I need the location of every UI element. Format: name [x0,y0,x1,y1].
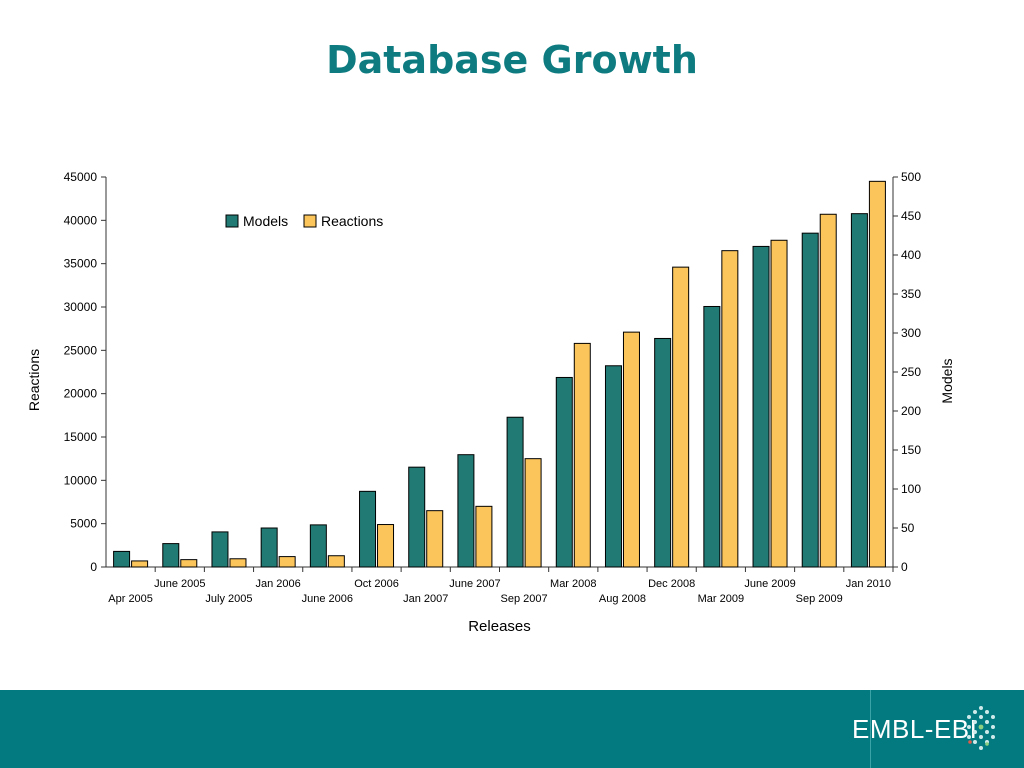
left-tick-label: 0 [90,560,97,574]
left-tick-label: 45000 [64,170,98,184]
models-bar [801,232,819,568]
slide-title: Database Growth [326,38,698,82]
x-tick-label: Sep 2007 [501,593,548,605]
models-bar [162,543,180,568]
right-tick-label: 100 [901,482,921,496]
x-tick-label: Mar 2009 [698,593,744,605]
models-bar [604,365,622,568]
left-tick-label: 20000 [64,387,98,401]
legend-swatch-models [225,214,239,228]
models-bar [260,527,278,568]
x-tick-label: June 2007 [449,578,500,590]
legend-label-models: Models [243,213,288,229]
x-tick-label: Apr 2005 [108,593,153,605]
models-bar [703,305,721,568]
legend-label-reactions: Reactions [321,213,383,229]
reactions-bar [868,180,886,568]
x-axis-title: Releases [468,618,531,635]
right-tick-label: 150 [901,443,921,457]
reactions-bar [524,458,542,568]
right-tick-label: 200 [901,404,921,418]
footer-divider [870,690,871,768]
embl-ebi-logo-icon [967,706,995,750]
models-bar [850,213,868,568]
reactions-bar [180,559,198,568]
models-bar [359,490,377,568]
right-tick-label: 0 [901,560,908,574]
models-bar [752,245,770,568]
left-tick-label: 35000 [64,257,98,271]
right-tick-label: 350 [901,287,921,301]
reactions-bar [622,331,640,568]
x-tick-label: Jan 2007 [403,593,448,605]
x-tick-label: June 2009 [744,578,795,590]
reactions-bar [573,342,591,568]
left-tick-label: 30000 [64,300,98,314]
left-axis-title: Reactions [26,349,42,411]
x-tick-label: Jan 2006 [256,578,301,590]
reactions-bar [131,560,149,568]
right-axis-title: Models [939,358,955,403]
models-bar [555,376,573,568]
reactions-bar [278,556,296,568]
right-tick-label: 300 [901,326,921,340]
models-bar [506,416,524,568]
reactions-bar [377,524,395,568]
embl-ebi-logo-text: EMBL-EBI [852,714,978,744]
models-bar [309,524,327,568]
models-bar [408,466,426,568]
x-tick-label: Dec 2008 [648,578,695,590]
right-tick-label: 250 [901,365,921,379]
right-tick-label: 450 [901,209,921,223]
reactions-bar [426,510,444,568]
x-tick-label: Aug 2008 [599,593,646,605]
x-tick-label: June 2006 [302,593,353,605]
right-tick-label: 50 [901,521,915,535]
left-tick-label: 25000 [64,343,98,357]
footer-bar: EMBL-EBI [0,690,1024,768]
right-tick-label: 500 [901,170,921,184]
left-tick-label: 15000 [64,430,98,444]
right-tick-label: 400 [901,248,921,262]
left-tick-label: 5000 [70,517,97,531]
reactions-bar [229,558,247,568]
x-tick-label: Jan 2010 [846,578,891,590]
reactions-bar [672,266,690,568]
reactions-bar [475,505,493,568]
x-tick-label: Mar 2008 [550,578,596,590]
x-tick-label: Oct 2006 [354,578,399,590]
models-bar [457,454,475,568]
x-tick-label: Sep 2009 [796,593,843,605]
reactions-bar [770,239,788,568]
left-tick-label: 10000 [64,473,98,487]
reactions-bar [819,213,837,568]
models-bar [654,337,672,568]
reactions-bar [721,250,739,568]
left-tick-label: 40000 [64,213,98,227]
x-tick-label: June 2005 [154,578,205,590]
reactions-bar [327,555,345,568]
legend-swatch-reactions [303,214,317,228]
x-tick-label: July 2005 [205,593,252,605]
bar-chart: 0500010000150002000025000300003500040000… [26,170,955,635]
models-bar [113,550,131,568]
models-bar [211,531,229,568]
